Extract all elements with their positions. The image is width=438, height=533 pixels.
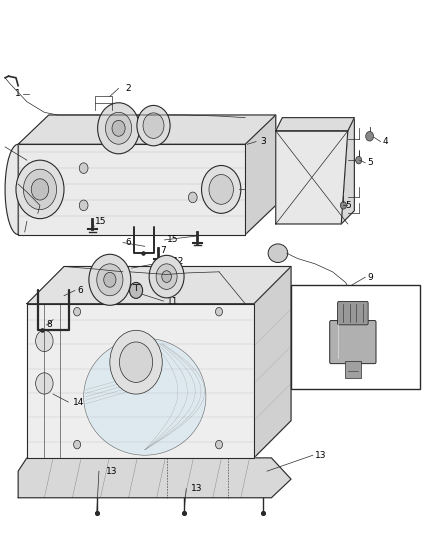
Polygon shape — [341, 118, 354, 224]
Text: 2: 2 — [125, 84, 131, 93]
Circle shape — [340, 201, 346, 209]
Bar — [345, 361, 361, 378]
Circle shape — [149, 255, 184, 298]
Polygon shape — [5, 144, 18, 235]
Circle shape — [137, 106, 170, 146]
Circle shape — [16, 160, 64, 219]
Circle shape — [74, 308, 81, 316]
Polygon shape — [27, 266, 291, 304]
Text: 15: 15 — [166, 236, 178, 245]
Text: 5: 5 — [346, 201, 351, 210]
Text: 4: 4 — [383, 137, 389, 146]
Text: 3: 3 — [261, 137, 266, 146]
Circle shape — [35, 330, 53, 352]
Text: 6: 6 — [77, 286, 83, 295]
Polygon shape — [276, 118, 354, 131]
Text: 6: 6 — [125, 238, 131, 247]
Polygon shape — [18, 144, 245, 235]
Circle shape — [79, 163, 88, 173]
Polygon shape — [27, 304, 254, 458]
Circle shape — [104, 272, 116, 287]
Text: 5: 5 — [367, 158, 373, 167]
Circle shape — [31, 179, 49, 200]
FancyBboxPatch shape — [338, 302, 368, 325]
Circle shape — [97, 264, 123, 296]
Polygon shape — [276, 131, 348, 224]
Circle shape — [23, 169, 57, 209]
Text: 13: 13 — [191, 484, 202, 493]
Ellipse shape — [84, 338, 206, 455]
Circle shape — [120, 342, 152, 382]
Text: 11: 11 — [166, 296, 178, 305]
Text: 15: 15 — [95, 217, 106, 226]
Polygon shape — [18, 115, 276, 144]
Text: 12: 12 — [173, 257, 184, 265]
Ellipse shape — [268, 244, 288, 263]
Polygon shape — [245, 115, 276, 235]
Circle shape — [209, 174, 233, 204]
Circle shape — [143, 113, 164, 139]
Text: 14: 14 — [73, 398, 84, 407]
Circle shape — [98, 103, 140, 154]
Text: 1: 1 — [14, 89, 21, 98]
Circle shape — [156, 264, 177, 289]
Circle shape — [215, 308, 223, 316]
Circle shape — [79, 200, 88, 211]
Text: 7: 7 — [160, 246, 166, 255]
Circle shape — [162, 271, 171, 282]
Circle shape — [110, 330, 162, 394]
Circle shape — [130, 282, 143, 298]
Circle shape — [112, 120, 125, 136]
Circle shape — [356, 157, 362, 164]
Circle shape — [35, 373, 53, 394]
Bar — [291, 285, 420, 389]
Text: 9: 9 — [367, 273, 373, 281]
Polygon shape — [18, 458, 291, 498]
Text: 10: 10 — [370, 331, 381, 340]
Text: 8: 8 — [46, 320, 52, 329]
Polygon shape — [254, 266, 291, 458]
Circle shape — [215, 440, 223, 449]
Circle shape — [201, 165, 241, 213]
Circle shape — [89, 254, 131, 305]
FancyBboxPatch shape — [330, 320, 376, 364]
Circle shape — [74, 440, 81, 449]
Circle shape — [366, 132, 374, 141]
Text: 13: 13 — [315, 451, 327, 460]
Circle shape — [188, 192, 197, 203]
Text: 13: 13 — [106, 467, 117, 475]
Circle shape — [106, 112, 132, 144]
